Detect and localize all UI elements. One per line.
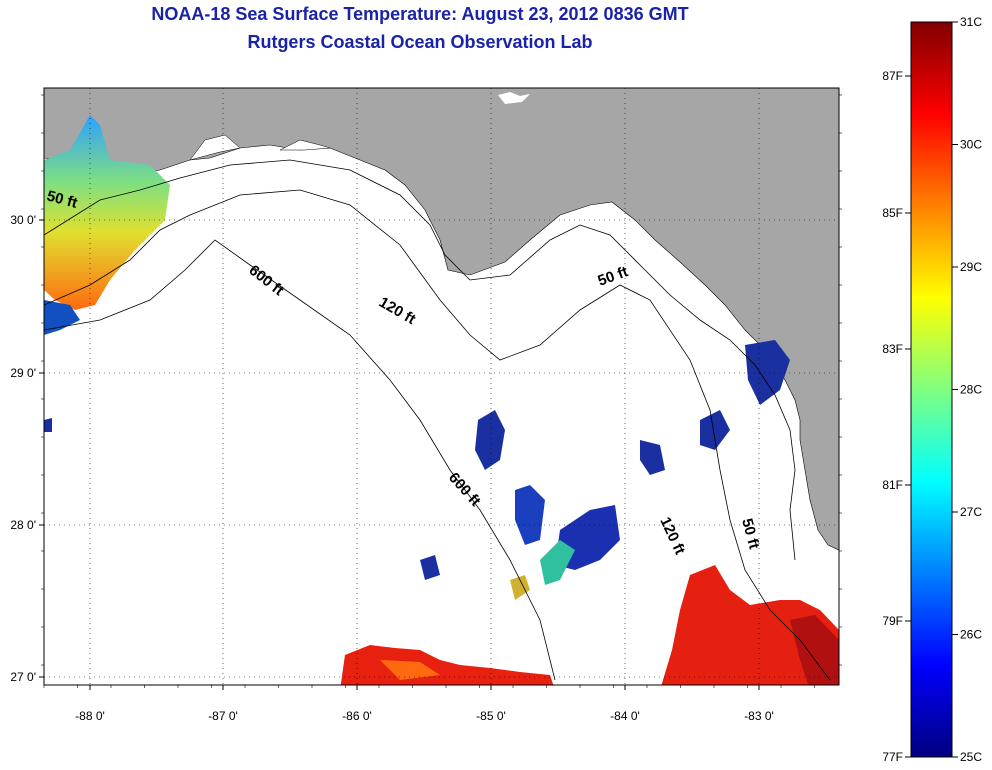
sst-patch-southwest-orange — [380, 660, 440, 680]
chart-subtitle: Rutgers Coastal Ocean Observation Lab — [247, 32, 593, 52]
sst-patch-mid3 — [510, 575, 530, 600]
lon-tick-label: -85 0' — [476, 709, 506, 723]
sst-patch-southeast-dark — [790, 615, 839, 685]
lon-tick-label: -86 0' — [342, 709, 372, 723]
map-border — [43, 87, 840, 686]
land-small-island — [498, 92, 530, 104]
colorbar-c-label: 29C — [960, 260, 982, 274]
contour-50ft — [44, 159, 796, 561]
sst-patch-southwest — [340, 645, 554, 685]
sst-patch-mid2 — [515, 485, 545, 545]
colorbar-f-label: 83F — [882, 342, 903, 356]
contour-600ft — [44, 239, 556, 681]
colorbar-f-label: 87F — [882, 69, 903, 83]
chart-title: NOAA-18 Sea Surface Temperature: August … — [151, 4, 689, 24]
lon-tick-label: -88 0' — [75, 709, 105, 723]
bay-inlet — [189, 134, 241, 161]
colorbar-c-label: 27C — [960, 505, 982, 519]
sst-patch-small — [420, 555, 440, 580]
sst-patch-west-blue — [44, 300, 80, 335]
lon-tick-label: -87 0' — [208, 709, 238, 723]
lat-tick-label: 27 0' — [10, 670, 36, 684]
sst-patch-small — [44, 418, 52, 432]
colorbar-c-label: 26C — [960, 628, 982, 642]
sst-patch-small — [640, 440, 665, 475]
lon-tick-label: -83 0' — [744, 709, 774, 723]
colorbar-f-label: 79F — [882, 614, 903, 628]
sst-patch-southeast — [661, 565, 839, 685]
colorbar-f-label: 85F — [882, 206, 903, 220]
colorbar-f-label: 77F — [882, 750, 903, 764]
sst-patch-east — [745, 340, 790, 405]
sst-patch-west — [44, 115, 170, 310]
bay-inlet — [279, 139, 331, 151]
lat-tick-label: 28 0' — [10, 518, 36, 532]
lat-tick-label: 29 0' — [10, 366, 36, 380]
lon-tick-label: -84 0' — [610, 709, 640, 723]
colorbar — [910, 21, 953, 758]
colorbar-c-label: 28C — [960, 383, 982, 397]
contour-120ft — [44, 189, 831, 681]
colorbar-c-label: 25C — [960, 750, 982, 764]
sst-patch-north — [475, 410, 505, 470]
colorbar-c-label: 31C — [960, 15, 982, 29]
sst-patch-east2 — [700, 410, 730, 450]
sst-patch-mid-green — [540, 540, 575, 585]
colorbar-c-label: 30C — [960, 138, 982, 152]
colorbar-f-label: 81F — [882, 478, 903, 492]
lat-tick-label: 30 0' — [10, 213, 36, 227]
